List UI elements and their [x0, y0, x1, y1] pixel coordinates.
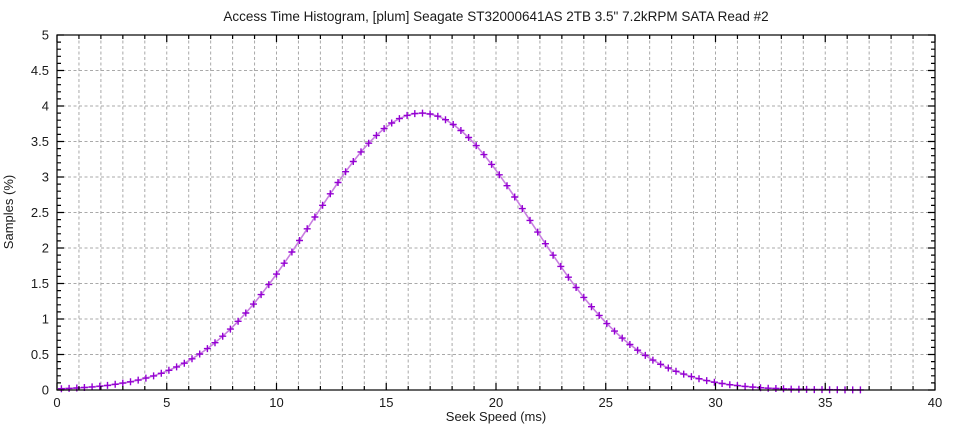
tick-labels: 0 5 10 15 20 25 30 35 40 0 0.5 1 1.5 2 2.5 3 3.5 4 4.5 5 — [31, 28, 942, 411]
y-tick-label: 3 — [42, 170, 49, 185]
series-plum — [57, 109, 864, 394]
x-tick-label: 40 — [928, 395, 942, 410]
y-tick-label: 1 — [42, 312, 49, 327]
y-tick-label: 0.5 — [31, 347, 49, 362]
plot-frame-and-ticks — [56, 34, 936, 391]
y-tick-label: 2.5 — [31, 205, 49, 220]
chart-title: Access Time Histogram, [plum] Seagate ST… — [223, 9, 768, 24]
y-tick-label: 1.5 — [31, 276, 49, 291]
x-tick-label: 5 — [163, 395, 170, 410]
y-tick-label: 3.5 — [31, 134, 49, 149]
y-tick-label: 2 — [42, 241, 49, 256]
y-axis-label: Samples (%) — [1, 175, 16, 249]
x-tick-label: 35 — [818, 395, 832, 410]
x-tick-label: 30 — [708, 395, 722, 410]
x-axis-label: Seek Speed (ms) — [446, 409, 546, 424]
x-tick-label: 25 — [599, 395, 613, 410]
y-tick-label: 4 — [42, 99, 49, 114]
y-tick-label: 4.5 — [31, 63, 49, 78]
x-tick-label: 15 — [379, 395, 393, 410]
y-tick-label: 0 — [42, 383, 49, 398]
grid-lines — [57, 35, 935, 390]
data-point-markers — [57, 109, 864, 394]
x-tick-label: 20 — [489, 395, 503, 410]
series-line — [61, 112, 861, 391]
x-tick-label: 10 — [269, 395, 283, 410]
x-tick-label: 0 — [53, 395, 60, 410]
y-tick-label: 5 — [42, 28, 49, 43]
tick-marks — [56, 34, 936, 391]
